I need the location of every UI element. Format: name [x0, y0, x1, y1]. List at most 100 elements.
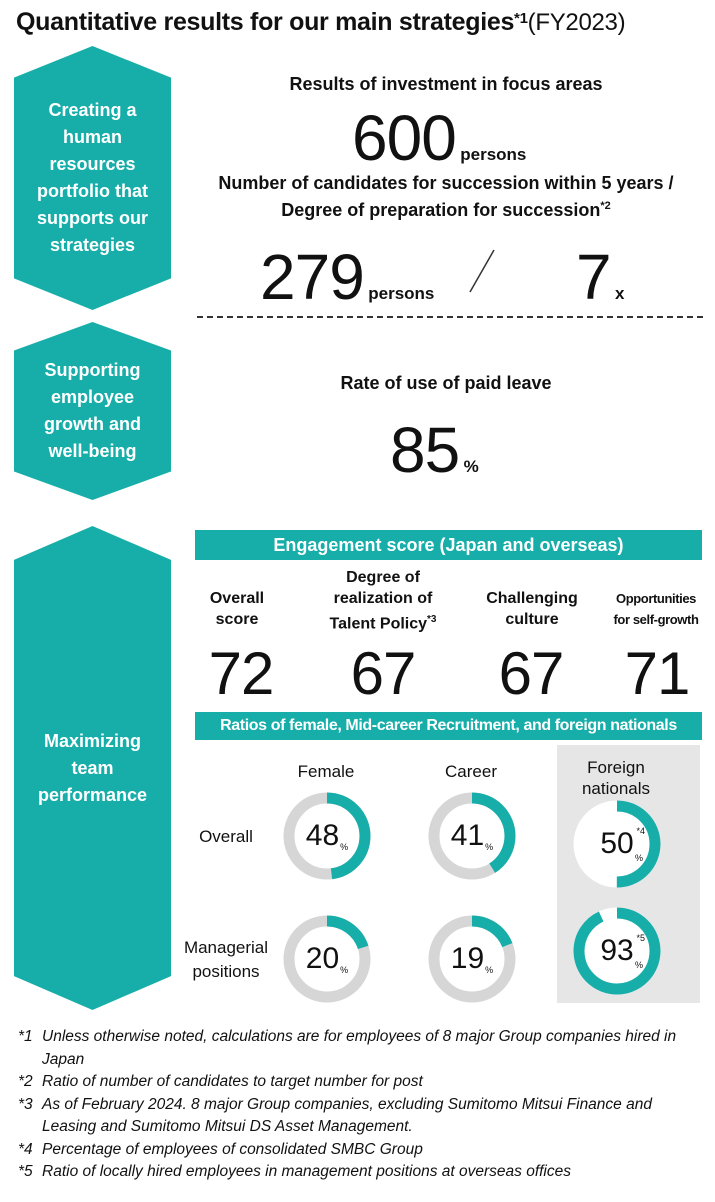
footnote-text: As of February 2024. 8 major Group compa…	[42, 1095, 652, 1136]
donut-overall-career: 41%	[426, 790, 518, 882]
donut-managerial-career: 19%	[426, 913, 518, 1005]
donut-fill	[283, 792, 371, 880]
donut-fill	[428, 792, 516, 880]
donut-percent: %	[340, 842, 349, 852]
row-label-managerial: Managerial positions	[183, 938, 269, 981]
footnote-text: Ratio of number of candidates to target …	[42, 1073, 423, 1090]
donut-number: 41	[450, 819, 485, 852]
engagement-col-overall: Overall score	[192, 588, 282, 630]
footnote: *5 Ratio of locally hired employees in ma…	[18, 1161, 708, 1184]
donut-fill	[283, 915, 371, 1003]
strategy-hr-portfolio: Creating a human resources portfolio tha…	[14, 46, 171, 310]
score-self-growth: 71	[624, 640, 691, 707]
col-label-career: Career	[445, 762, 497, 781]
donut-value: 41%	[426, 790, 518, 882]
donut-fill	[573, 800, 661, 888]
footnote-key: *1	[18, 1028, 33, 1045]
strategy-label: Maximizing team performance	[37, 730, 148, 805]
fiscal-year: (FY2023)	[527, 9, 626, 36]
col-label: culture	[505, 611, 559, 628]
donut-number: 20	[305, 942, 340, 975]
section-divider	[197, 316, 703, 318]
col-label: Opportunities	[615, 591, 697, 606]
donut-ring	[573, 907, 661, 995]
engagement-col-self-growth: Opportunities for self-growth	[604, 588, 708, 630]
footnote: *3 As of February 2024. 8 major Group com…	[18, 1094, 708, 1139]
strategy-employee-growth: Supporting employee growth and well-bein…	[14, 322, 171, 500]
donut-percent: %	[485, 965, 494, 975]
preparation-value: 7	[576, 241, 612, 313]
footnote-key: *4	[18, 1140, 33, 1158]
succession-header-line2: Degree of preparation for succession*2	[196, 200, 696, 221]
footnote-mark: *3	[427, 614, 437, 625]
footnote-text: Percentage of employees of consolidated …	[42, 1140, 423, 1158]
donut-ring	[283, 792, 371, 880]
donut-fill	[573, 907, 661, 995]
col-label-female: Female	[297, 762, 355, 781]
title-footnote-mark: *1	[514, 10, 528, 27]
engagement-col-talent-policy: Degree of realization of Talent Policy*3	[318, 567, 448, 634]
col-label-foreign: Foreign nationals	[581, 758, 651, 798]
page-title: Quantitative results for our main strate…	[16, 8, 626, 37]
strategy-label: Supporting employee growth and well-bein…	[44, 360, 141, 461]
footnote: *2 Ratio of number of candidates to targe…	[18, 1071, 708, 1094]
col-label: Degree of	[346, 569, 420, 586]
slash-divider	[469, 249, 495, 293]
donut-number: 19	[450, 942, 485, 975]
paid-leave-unit: %	[463, 457, 479, 476]
donut-number: 50	[600, 827, 634, 860]
donut-footnote-mark: *4	[636, 826, 645, 836]
donut-fill	[428, 915, 516, 1003]
investment-header: Results of investment in focus areas	[289, 74, 603, 94]
donut-value: 20%	[281, 913, 373, 1005]
donut-number: 93	[600, 934, 634, 967]
donut-number: 48	[305, 819, 340, 852]
investment-value: 600	[352, 102, 457, 174]
investment-metric: 600 persons	[352, 106, 526, 170]
col-label: Talent Policy	[329, 615, 428, 633]
donut-value: 19%	[426, 913, 518, 1005]
footnote: *4 Percentage of employees of consolidate…	[18, 1139, 708, 1162]
donut-value: 93 *5%	[571, 905, 663, 997]
footnotes: *1 Unless otherwise noted, calculations a…	[18, 1026, 708, 1184]
footnote: *1 Unless otherwise noted, calculations a…	[18, 1026, 708, 1071]
succession-header-line1: Number of candidates for succession with…	[218, 173, 674, 193]
score-talent-policy: 67	[350, 640, 417, 707]
candidates-value: 279	[260, 241, 365, 313]
engagement-col-challenging: Challenging culture	[470, 588, 594, 630]
donut-ring	[573, 800, 661, 888]
preparation-unit: x	[615, 284, 625, 303]
donut-ring	[428, 915, 516, 1003]
col-label: Challenging	[486, 590, 578, 607]
score-overall: 72	[208, 640, 275, 707]
col-label: realization of	[333, 590, 433, 607]
paid-leave-metric: 85 %	[390, 418, 479, 482]
col-label: Overall	[209, 590, 265, 607]
donut-value: 50 *4%	[571, 798, 663, 890]
donut-percent: %	[634, 960, 643, 970]
row-label-overall: Overall	[199, 827, 253, 846]
donut-ring	[428, 792, 516, 880]
donut-managerial-foreign: 93 *5%	[571, 905, 663, 997]
donut-overall-foreign: 50 *4%	[571, 798, 663, 890]
footnote-key: *5	[18, 1163, 33, 1180]
col-label: for self-growth	[613, 612, 699, 627]
page-title-text: Quantitative results for our main strate…	[16, 8, 515, 36]
donut-percent: %	[485, 842, 494, 852]
engagement-header: Engagement score (Japan and overseas)	[195, 530, 702, 560]
strategy-team-performance: Maximizing team performance	[14, 526, 171, 1010]
donut-value: 48%	[281, 790, 373, 882]
score-challenging: 67	[498, 640, 565, 707]
donut-footnote-mark: *5	[636, 933, 645, 943]
footnote-text: Ratio of locally hired employees in mana…	[42, 1163, 571, 1180]
succession-candidates: 279 persons	[260, 245, 434, 309]
paid-leave-header: Rate of use of paid leave	[340, 373, 552, 393]
candidates-unit: persons	[368, 284, 435, 303]
footnote-key: *3	[18, 1095, 33, 1113]
strategy-label: Creating a human resources portfolio tha…	[37, 100, 148, 255]
donut-percent: %	[340, 965, 349, 975]
succession-header-text: Degree of preparation for succession	[281, 200, 601, 220]
footnote-mark: *2	[600, 200, 611, 212]
donut-percent: %	[634, 853, 643, 863]
footnote-text: Unless otherwise noted, calculations are…	[42, 1028, 677, 1068]
